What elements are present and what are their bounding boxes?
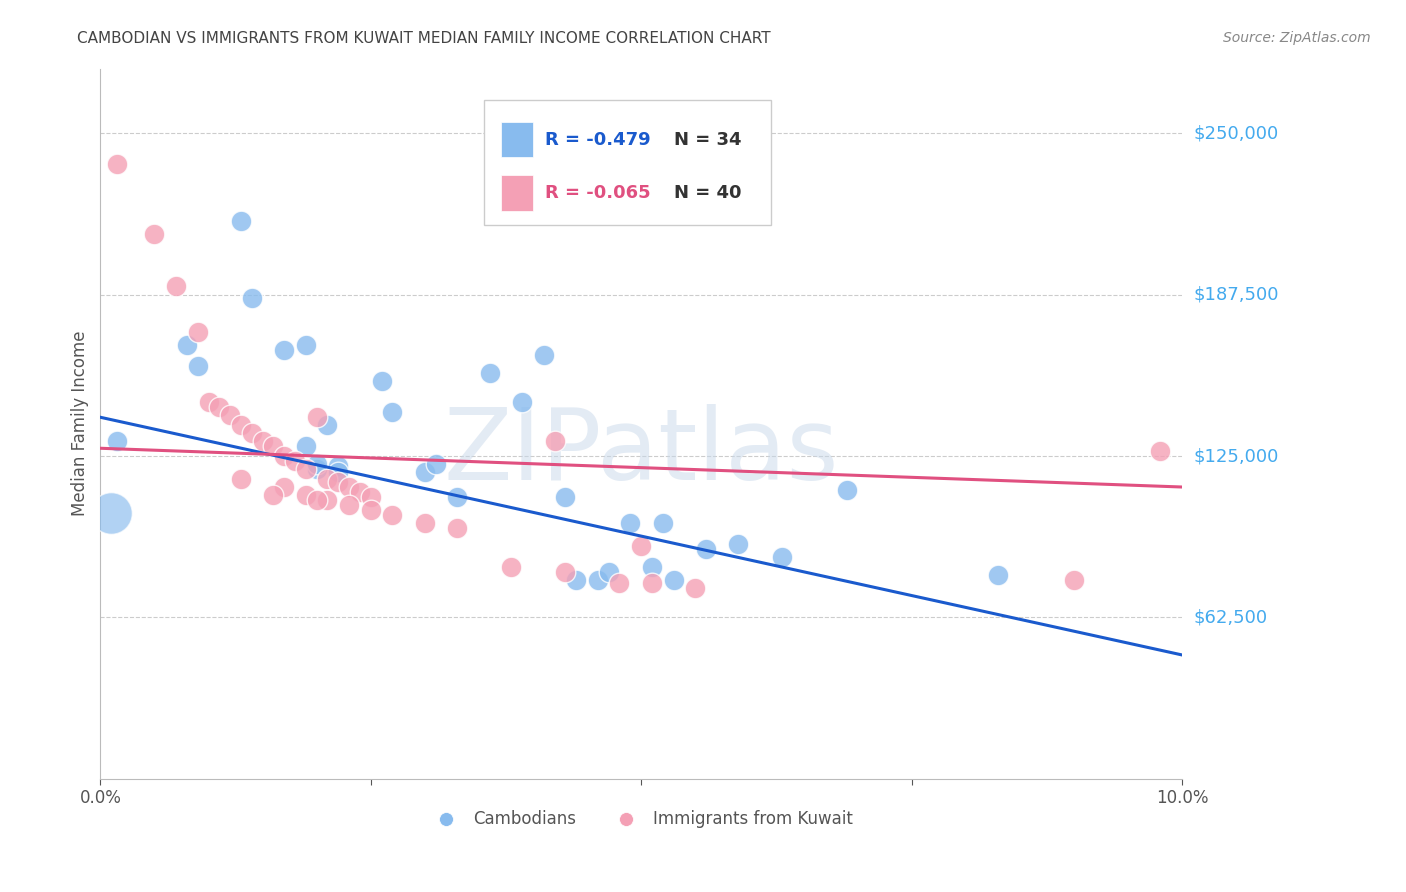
Point: [305, 492, 328, 507]
Text: $62,500: $62,500: [1194, 608, 1267, 626]
Point: [630, 540, 652, 554]
Point: [187, 359, 209, 373]
Point: [100, 506, 122, 520]
Point: [337, 498, 360, 512]
Legend: Cambodians, Immigrants from Kuwait: Cambodians, Immigrants from Kuwait: [423, 803, 859, 835]
Point: [273, 343, 295, 357]
Point: [413, 516, 436, 531]
Text: CAMBODIAN VS IMMIGRANTS FROM KUWAIT MEDIAN FAMILY INCOME CORRELATION CHART: CAMBODIAN VS IMMIGRANTS FROM KUWAIT MEDI…: [77, 31, 770, 46]
Point: [533, 348, 555, 362]
Point: [337, 480, 360, 494]
Point: [651, 516, 673, 531]
Point: [305, 457, 328, 471]
Y-axis label: Median Family Income: Median Family Income: [72, 331, 89, 516]
Point: [641, 575, 664, 590]
Point: [316, 472, 339, 486]
Text: ZIPatlas: ZIPatlas: [443, 404, 839, 500]
Point: [370, 374, 392, 388]
Point: [727, 537, 749, 551]
Point: [295, 439, 318, 453]
Point: [609, 575, 631, 590]
Point: [305, 462, 328, 476]
Point: [240, 425, 263, 440]
Point: [349, 485, 371, 500]
Text: N = 34: N = 34: [673, 130, 741, 149]
Point: [446, 521, 468, 535]
Point: [295, 462, 318, 476]
Point: [328, 475, 350, 489]
Point: [305, 410, 328, 425]
Point: [219, 408, 242, 422]
Point: [543, 434, 565, 448]
FancyBboxPatch shape: [484, 101, 770, 225]
Point: [360, 503, 382, 517]
Point: [425, 457, 447, 471]
Text: R = -0.479: R = -0.479: [546, 130, 651, 149]
Point: [598, 566, 620, 580]
Point: [197, 394, 219, 409]
Point: [770, 549, 793, 564]
Point: [662, 573, 685, 587]
Point: [165, 278, 187, 293]
Point: [328, 465, 350, 479]
Text: $187,500: $187,500: [1194, 285, 1278, 303]
Point: [987, 567, 1010, 582]
Point: [229, 417, 252, 432]
Point: [262, 488, 284, 502]
Point: [273, 480, 295, 494]
Point: [105, 434, 128, 448]
Point: [284, 454, 307, 468]
Point: [586, 573, 609, 587]
Text: Source: ZipAtlas.com: Source: ZipAtlas.com: [1223, 31, 1371, 45]
Point: [328, 459, 350, 474]
Point: [683, 581, 706, 595]
Point: [554, 491, 576, 505]
Point: [501, 560, 523, 574]
FancyBboxPatch shape: [501, 122, 533, 157]
Point: [105, 157, 128, 171]
Text: N = 40: N = 40: [673, 184, 741, 202]
Point: [413, 465, 436, 479]
Point: [360, 491, 382, 505]
FancyBboxPatch shape: [501, 175, 533, 211]
Point: [262, 439, 284, 453]
Point: [176, 338, 198, 352]
Point: [143, 227, 166, 241]
Point: [446, 491, 468, 505]
Point: [295, 338, 318, 352]
Point: [316, 492, 339, 507]
Point: [187, 325, 209, 339]
Text: $125,000: $125,000: [1194, 447, 1278, 465]
Point: [1063, 573, 1085, 587]
Point: [554, 566, 576, 580]
Point: [381, 508, 404, 523]
Point: [208, 400, 231, 414]
Point: [835, 483, 858, 497]
Text: $250,000: $250,000: [1194, 124, 1278, 142]
Point: [240, 292, 263, 306]
Point: [273, 449, 295, 463]
Point: [619, 516, 641, 531]
Point: [510, 394, 533, 409]
Point: [565, 573, 588, 587]
Point: [252, 434, 274, 448]
Point: [478, 367, 501, 381]
Point: [695, 541, 717, 556]
Point: [295, 488, 318, 502]
Point: [381, 405, 404, 419]
Point: [229, 214, 252, 228]
Text: R = -0.065: R = -0.065: [546, 184, 651, 202]
Point: [641, 560, 664, 574]
Point: [229, 472, 252, 486]
Point: [1149, 443, 1171, 458]
Point: [316, 417, 339, 432]
